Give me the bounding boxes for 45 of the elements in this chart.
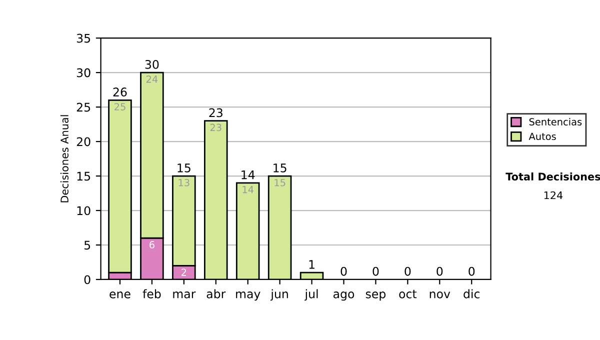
total-label: 30 [145, 60, 159, 69]
x-tick-label: oct [399, 290, 417, 298]
legend-label: Sentencias [529, 118, 582, 126]
total-label: 0 [404, 266, 411, 276]
total-label: 0 [340, 266, 347, 276]
data-label: 23 [210, 124, 222, 132]
total-label: 0 [436, 266, 443, 276]
y-tick-label: 20 [76, 137, 90, 146]
x-tick-label: jul [304, 289, 318, 301]
total-label: 26 [113, 88, 127, 96]
data-label: 24 [146, 75, 158, 83]
total-label: 15 [178, 164, 190, 172]
text: Total Decisiones [506, 172, 600, 180]
x-tick-label: dic [464, 289, 480, 298]
data-label: 13 [178, 178, 190, 186]
total-label: 23 [209, 108, 222, 118]
data-label: 2 [182, 268, 186, 276]
y-axis-title: Decisiones Anual [60, 115, 68, 202]
data-label: 14 [242, 186, 254, 194]
data-label: 6 [150, 241, 154, 248]
y-tick-label: 5 [84, 240, 90, 250]
x-tick-label: nov [430, 292, 450, 298]
x-tick-label: may [236, 292, 260, 301]
legend-label: Autos [528, 132, 556, 140]
total-label: 0 [468, 266, 475, 276]
total-label: 0 [372, 266, 379, 276]
data-label: 25 [114, 103, 126, 110]
x-tick-label: ene [110, 292, 130, 298]
y-tick-label: 15 [77, 172, 90, 181]
x-tick-label: abr [206, 289, 226, 298]
y-tick-label: 30 [76, 68, 90, 78]
x-tick-label: mar [173, 292, 196, 298]
total-label: 14 [242, 170, 255, 180]
total-label: 1 [309, 260, 314, 269]
x-tick-label: jun [270, 289, 288, 301]
y-tick-label: 35 [76, 34, 90, 43]
x-tick-label: feb [142, 289, 161, 298]
x-tick-label: sep [366, 292, 386, 301]
text: 124 [544, 191, 563, 200]
y-tick-label: 0 [84, 275, 90, 284]
y-tick-label: 25 [76, 102, 90, 112]
total-label: 15 [274, 164, 286, 172]
y-tick-label: 10 [77, 206, 90, 216]
data-label: 15 [274, 179, 286, 186]
x-tick-label: ago [333, 292, 354, 301]
